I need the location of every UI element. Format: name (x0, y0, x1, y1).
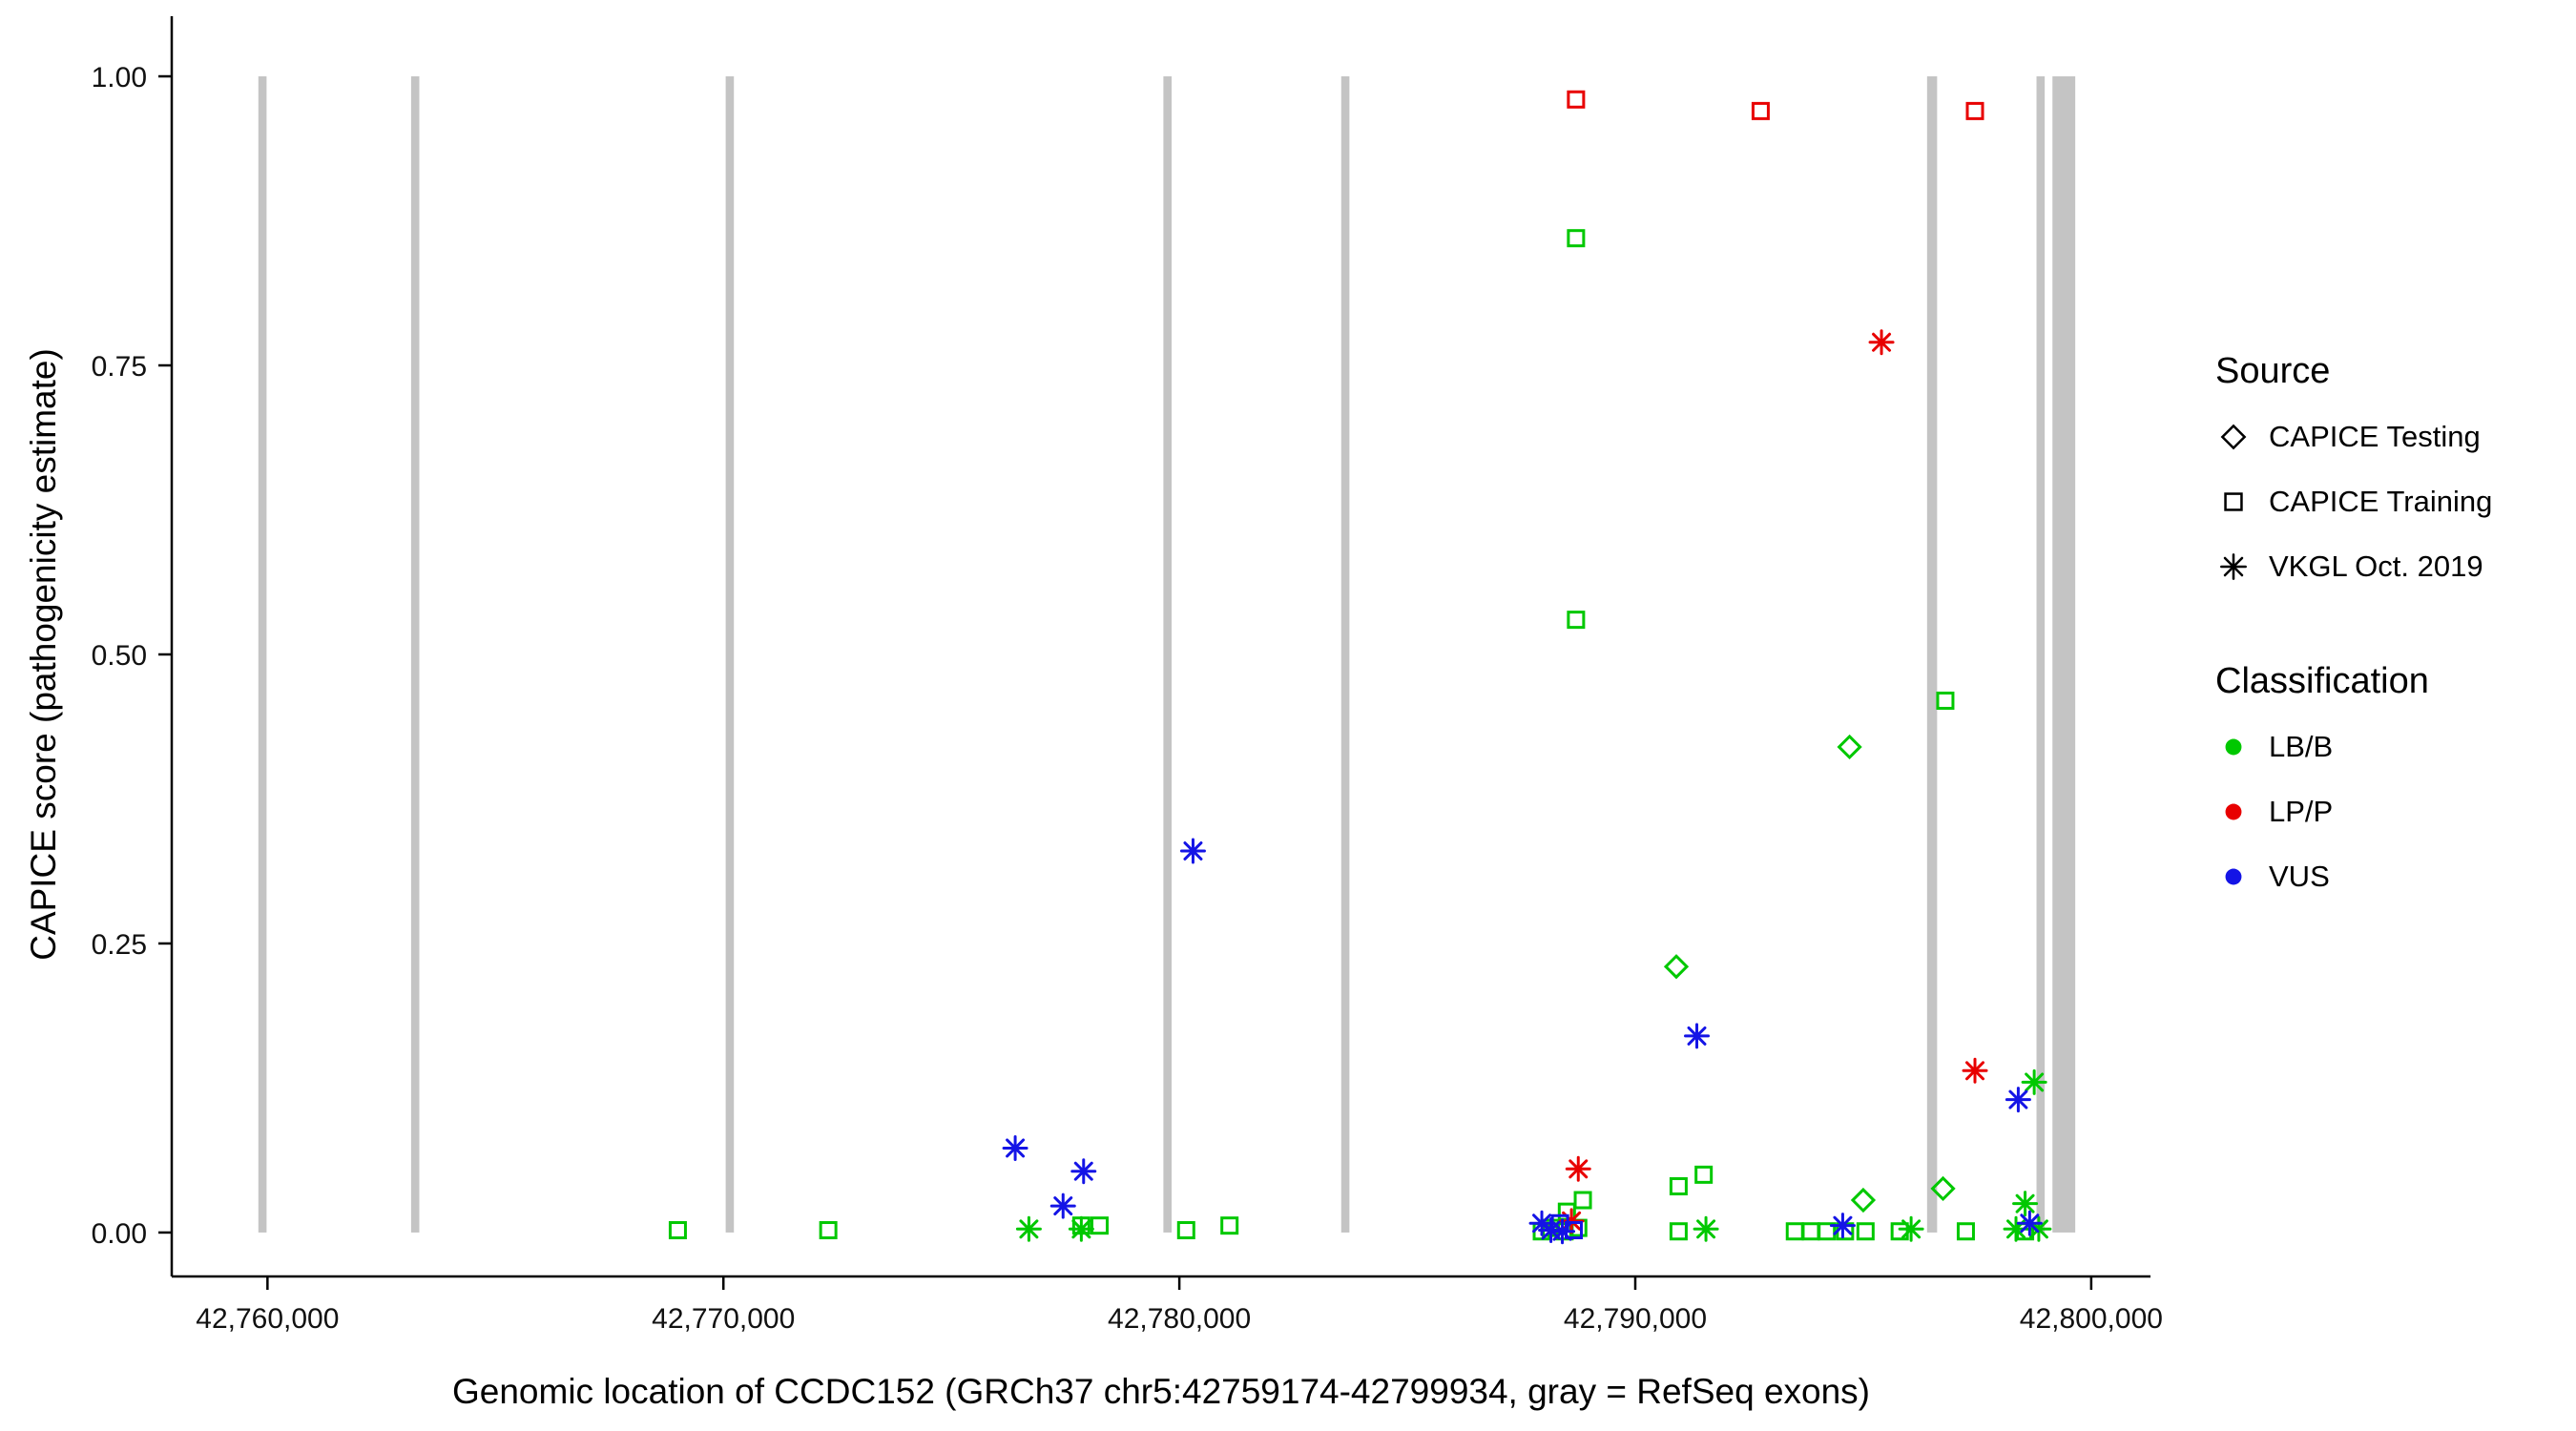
legend-source-block: Source CAPICE Testing CAPICE Training (2215, 351, 2492, 592)
data-point-asterisk (1829, 1213, 1856, 1239)
data-point-square (1965, 101, 1984, 120)
refseq-exon-bar (1340, 76, 1350, 1233)
data-point-asterisk (1179, 838, 1206, 864)
legend-classification-title: Classification (2215, 661, 2429, 701)
data-point-asterisk (1693, 1215, 1719, 1242)
legend-source-title: Source (2215, 351, 2331, 391)
data-point-square (1956, 1222, 1975, 1241)
legend-item-label: LB/B (2269, 730, 2334, 763)
square-icon (2224, 492, 2243, 511)
legend-item-lbb: LB/B (2215, 721, 2492, 773)
lpp-dot-icon (2225, 803, 2242, 820)
data-point-square (1090, 1216, 1109, 1235)
legend-item-capice-training: CAPICE Training (2215, 476, 2492, 528)
asterisk-icon (2220, 553, 2247, 580)
data-point-diamond (1930, 1175, 1956, 1202)
data-point-square (1818, 1222, 1837, 1241)
legend: Source CAPICE Testing CAPICE Training (2215, 351, 2492, 916)
data-point-square (1751, 101, 1770, 120)
lbb-dot-icon (2225, 738, 2242, 756)
y-tick-label: 0.50 (92, 640, 147, 672)
refseq-exon-bar (1926, 76, 1938, 1233)
data-point-square (1567, 611, 1586, 630)
refseq-exon-bar (1163, 76, 1172, 1233)
data-point-square (819, 1221, 838, 1240)
data-point-square (1801, 1222, 1820, 1241)
data-point-square (1220, 1216, 1239, 1235)
data-point-diamond (1850, 1187, 1877, 1213)
data-point-asterisk (1049, 1192, 1076, 1219)
data-point-square (1176, 1221, 1195, 1240)
data-point-asterisk (2021, 1068, 2047, 1095)
data-point-square (1573, 1191, 1592, 1210)
data-point-square (1936, 691, 1955, 710)
y-tick-label: 0.00 (92, 1218, 147, 1250)
data-point-diamond (1837, 734, 1862, 760)
data-point-asterisk (1962, 1057, 1988, 1084)
x-tick-label: 42,790,000 (1564, 1303, 1707, 1335)
x-tick-label: 42,760,000 (196, 1303, 339, 1335)
vus-dot-icon (2225, 868, 2242, 885)
data-point-asterisk (2005, 1087, 2031, 1113)
y-tick-label: 0.25 (92, 929, 147, 961)
refseq-exon-bar (2052, 76, 2076, 1233)
data-point-square (1856, 1222, 1875, 1241)
data-point-asterisk (1068, 1215, 1094, 1242)
data-point-square (1669, 1176, 1688, 1195)
data-point-asterisk (1684, 1023, 1711, 1049)
legend-item-lpp: LP/P (2215, 786, 2492, 838)
data-point-asterisk (1898, 1215, 1924, 1242)
legend-item-vus: VUS (2215, 851, 2492, 902)
legend-item-vkgl: VKGL Oct. 2019 (2215, 541, 2492, 592)
data-point-square (1669, 1222, 1688, 1241)
refseq-exon-bar (2036, 76, 2046, 1233)
legend-classification-block: Classification LB/B LP/P VUS (2215, 661, 2492, 902)
x-tick-label: 42,780,000 (1108, 1303, 1251, 1335)
y-axis-title: CAPICE score (pathogenicity estimate) (24, 348, 63, 961)
x-tick-label: 42,770,000 (652, 1303, 795, 1335)
diamond-icon (2220, 424, 2247, 450)
legend-item-label: VUS (2269, 860, 2330, 893)
y-tick-label: 1.00 (92, 62, 147, 93)
data-point-asterisk (2016, 1210, 2043, 1236)
legend-item-label: LP/P (2269, 795, 2334, 828)
data-point-asterisk (1070, 1158, 1097, 1185)
legend-item-label: CAPICE Testing (2269, 420, 2481, 453)
data-point-square (668, 1221, 687, 1240)
refseq-exon-bar (725, 76, 735, 1233)
data-point-asterisk (1868, 329, 1895, 356)
refseq-exon-bar (410, 76, 420, 1233)
data-point-asterisk (1015, 1215, 1042, 1242)
data-point-square (1567, 90, 1586, 109)
y-tick-label: 0.75 (92, 351, 147, 383)
legend-item-label: CAPICE Training (2269, 485, 2493, 518)
data-point-square (1785, 1222, 1804, 1241)
data-point-square (1567, 229, 1586, 248)
legend-item-capice-testing: CAPICE Testing (2215, 411, 2492, 463)
data-point-square (1694, 1165, 1714, 1184)
data-point-asterisk (1565, 1155, 1591, 1182)
legend-item-label: VKGL Oct. 2019 (2269, 550, 2483, 583)
data-point-diamond (1663, 954, 1690, 980)
x-tick-label: 42,800,000 (2020, 1303, 2163, 1335)
x-axis-title: Genomic location of CCDC152 (GRCh37 chr5… (452, 1372, 1870, 1411)
data-point-asterisk (1002, 1134, 1028, 1161)
data-point-asterisk (2012, 1191, 2039, 1217)
data-point-asterisk (1549, 1218, 1576, 1245)
refseq-exon-bar (258, 76, 267, 1233)
